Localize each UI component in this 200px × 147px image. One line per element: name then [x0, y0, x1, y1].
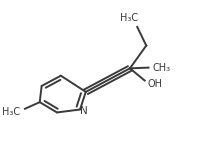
Text: H₃C: H₃C — [120, 13, 138, 23]
Text: N: N — [80, 106, 87, 116]
Text: CH₃: CH₃ — [152, 63, 171, 73]
Text: OH: OH — [147, 79, 162, 89]
Text: H₃C: H₃C — [2, 107, 21, 117]
